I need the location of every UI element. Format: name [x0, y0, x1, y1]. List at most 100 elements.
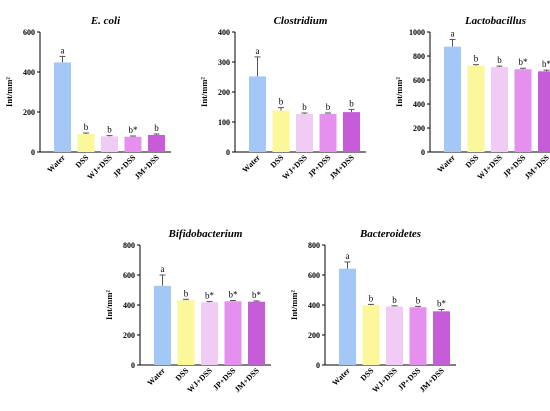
x-tick-label: JM+DSS: [418, 366, 447, 395]
significance-label: b: [369, 293, 374, 303]
bar: [319, 113, 337, 152]
significance-label: a: [61, 45, 65, 55]
significance-label: b: [302, 102, 307, 112]
y-tick-label: 600: [308, 271, 320, 280]
chart-4: Bacteroidetes 0 200 400 600 800 Int/mm² a Water b…: [289, 228, 456, 395]
y-axis-label: Int/mm²: [394, 77, 404, 107]
significance-label: a: [161, 264, 165, 274]
bar: [339, 268, 356, 365]
bar: [444, 46, 461, 152]
bar: [433, 311, 450, 365]
x-tick-label: Water: [435, 153, 457, 175]
significance-label: a: [451, 28, 455, 38]
significance-label: b*: [542, 59, 550, 69]
bar: [148, 135, 165, 152]
y-tick-label: 400: [308, 301, 320, 310]
significance-label: a: [346, 251, 350, 261]
y-tick-label: 200: [123, 331, 135, 340]
bar: [54, 62, 71, 152]
y-tick-label: 600: [413, 76, 425, 85]
x-tick-label: DSS: [464, 153, 481, 170]
significance-label: b*: [437, 299, 447, 309]
bar: [101, 136, 118, 152]
significance-label: b*: [205, 291, 215, 301]
x-tick-label: DSS: [174, 366, 191, 383]
x-tick-label: DSS: [269, 153, 286, 170]
y-tick-label: 0: [31, 148, 35, 157]
bar: [343, 112, 360, 152]
x-tick-label: JM+DSS: [133, 153, 162, 182]
x-tick-label: WJ+DSS: [185, 366, 214, 395]
x-tick-label: Water: [240, 153, 262, 175]
bar: [248, 301, 265, 365]
x-tick-label: JM+DSS: [233, 366, 262, 395]
x-tick-label: WJ+DSS: [370, 366, 399, 395]
chart-title: Bifidobacterium: [168, 228, 243, 240]
significance-label: b: [349, 98, 354, 108]
bar: [538, 71, 550, 152]
x-tick-label: WJ+DSS: [85, 153, 114, 182]
x-tick-label: JM+DSS: [328, 153, 357, 182]
x-tick-label: Water: [330, 366, 352, 388]
chart-2: Lactobacillus 0 200 400 600 800 1000 Int/mm² a Wa…: [394, 15, 550, 182]
chart-title: Lactobacillus: [464, 15, 526, 27]
y-tick-label: 1000: [409, 28, 425, 37]
bar: [77, 134, 95, 152]
bar: [514, 69, 532, 152]
significance-label: b: [326, 102, 331, 112]
bar: [124, 136, 142, 152]
x-tick-label: DSS: [359, 366, 376, 383]
x-tick-label: DSS: [74, 153, 91, 170]
y-tick-label: 0: [131, 361, 135, 370]
bar: [386, 306, 403, 365]
significance-label: b: [184, 288, 189, 298]
x-tick-label: JM+DSS: [523, 153, 550, 182]
significance-label: b: [497, 55, 502, 65]
chart-title: E. coli: [90, 15, 121, 27]
significance-label: b: [154, 123, 159, 133]
bar: [249, 76, 266, 152]
significance-label: b: [279, 97, 284, 107]
significance-label: b: [416, 295, 421, 305]
y-tick-label: 200: [308, 331, 320, 340]
significance-label: b*: [519, 57, 529, 67]
bar: [467, 65, 485, 152]
y-tick-label: 400: [218, 28, 230, 37]
significance-label: b: [474, 54, 479, 64]
chart-1: Clostridium 0 100 200 300 400 Int/mm² a Water b DS…: [199, 15, 366, 182]
y-tick-label: 200: [218, 88, 230, 97]
bar: [177, 300, 195, 365]
bar: [362, 305, 380, 365]
y-tick-label: 0: [421, 148, 425, 157]
y-axis-label: Int/mm²: [104, 290, 114, 320]
significance-label: a: [256, 46, 260, 56]
significance-label: b*: [129, 125, 139, 135]
y-tick-label: 300: [218, 58, 230, 67]
chart-title: Bacteroidetes: [359, 228, 421, 240]
chart-0: E. coli 0 200 400 600 Int/mm² a Water b DSS b WJ+DS…: [4, 15, 171, 182]
y-tick-label: 200: [23, 108, 35, 117]
y-tick-label: 800: [413, 52, 425, 61]
significance-label: b: [84, 122, 89, 132]
y-tick-label: 400: [123, 301, 135, 310]
bar: [272, 110, 290, 152]
x-tick-label: WJ+DSS: [280, 153, 309, 182]
y-tick-label: 400: [23, 68, 35, 77]
bar: [296, 113, 313, 152]
significance-label: b*: [229, 290, 239, 300]
chart-title: Clostridium: [274, 15, 328, 27]
significance-label: b*: [252, 290, 262, 300]
y-tick-label: 0: [226, 148, 230, 157]
y-tick-label: 200: [413, 124, 425, 133]
y-axis-label: Int/mm²: [289, 290, 299, 320]
bar: [201, 302, 218, 365]
x-tick-label: Water: [45, 153, 67, 175]
bar: [409, 307, 427, 365]
y-tick-label: 800: [123, 241, 135, 250]
y-tick-label: 600: [123, 271, 135, 280]
y-tick-label: 800: [308, 241, 320, 250]
x-tick-label: Water: [145, 366, 167, 388]
significance-label: b: [392, 295, 397, 305]
y-axis-label: Int/mm²: [199, 77, 209, 107]
